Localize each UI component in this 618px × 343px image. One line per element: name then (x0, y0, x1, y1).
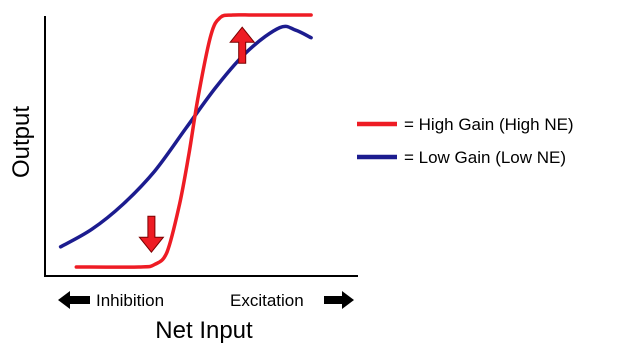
legend-label-high-gain: = High Gain (High NE) (404, 115, 574, 134)
annotation-arrow-down (138, 215, 165, 254)
annotation-arrow-up (229, 26, 256, 64)
x-axis-title: Net Input (155, 317, 253, 343)
y-axis-title: Output (8, 106, 35, 178)
series-line-low-gain (58, 24, 313, 249)
x-direction-label-right: Excitation (230, 291, 304, 310)
series-line-high-gain (74, 13, 313, 269)
right-direction-arrow (324, 291, 354, 309)
x-direction-label-left: Inhibition (96, 291, 164, 310)
left-direction-arrow (58, 291, 90, 309)
legend-label-low-gain: = Low Gain (Low NE) (404, 148, 566, 167)
